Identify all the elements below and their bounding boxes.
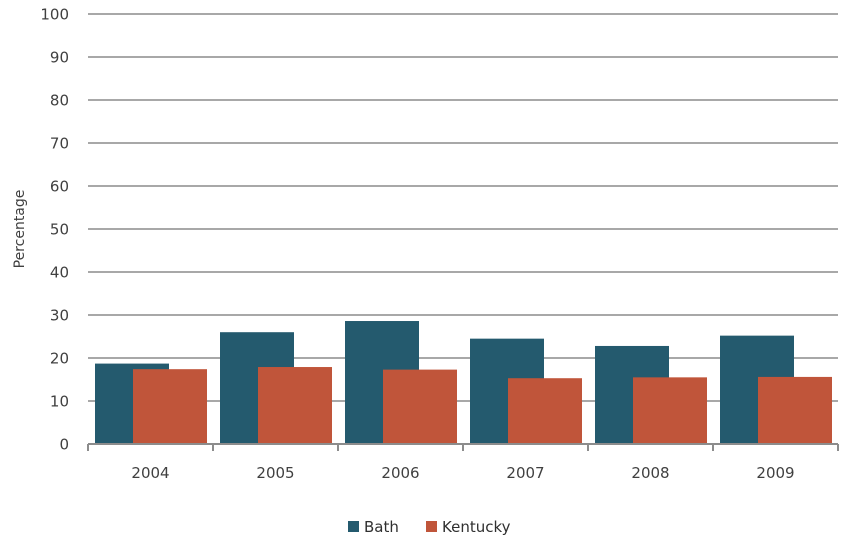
x-tick-label-2008: 2008 <box>631 464 669 482</box>
bar-kentucky-2007 <box>508 378 582 444</box>
gridlines <box>88 13 838 402</box>
y-tick-label-90: 90 <box>50 49 69 67</box>
y-tick-label-20: 20 <box>50 350 69 368</box>
legend-label-kentucky: Kentucky <box>442 518 511 536</box>
bar-kentucky-2008 <box>633 377 707 444</box>
y-axis-title: Percentage <box>12 190 28 269</box>
y-tick-label-50: 50 <box>50 221 69 239</box>
y-tick-label-70: 70 <box>50 135 69 153</box>
bar-kentucky-2006 <box>383 369 457 444</box>
legend-swatch-kentucky <box>426 521 437 532</box>
y-tick-label-0: 0 <box>59 436 69 454</box>
bars <box>95 321 832 444</box>
y-tick-label-80: 80 <box>50 92 69 110</box>
y-tick-label-10: 10 <box>50 393 69 411</box>
bar-kentucky-2005 <box>258 367 332 444</box>
bar-kentucky-2004 <box>133 369 207 444</box>
x-tick-label-2004: 2004 <box>131 464 169 482</box>
x-tick-label-2005: 2005 <box>256 464 294 482</box>
legend: Bath Kentucky <box>348 518 511 536</box>
axes: 0 10 20 30 40 50 60 70 80 90 100 2004 2005 2006 2007 20… <box>40 6 839 482</box>
y-tick-label-40: 40 <box>50 264 69 282</box>
y-tick-label-100: 100 <box>40 6 69 24</box>
legend-label-bath: Bath <box>364 518 399 536</box>
bar-kentucky-2009 <box>758 376 832 444</box>
x-tick-label-2009: 2009 <box>756 464 794 482</box>
x-tick-label-2007: 2007 <box>506 464 544 482</box>
y-tick-label-30: 30 <box>50 307 69 325</box>
legend-swatch-bath <box>348 521 359 532</box>
y-tick-label-60: 60 <box>50 178 69 196</box>
x-tick-label-2006: 2006 <box>381 464 419 482</box>
